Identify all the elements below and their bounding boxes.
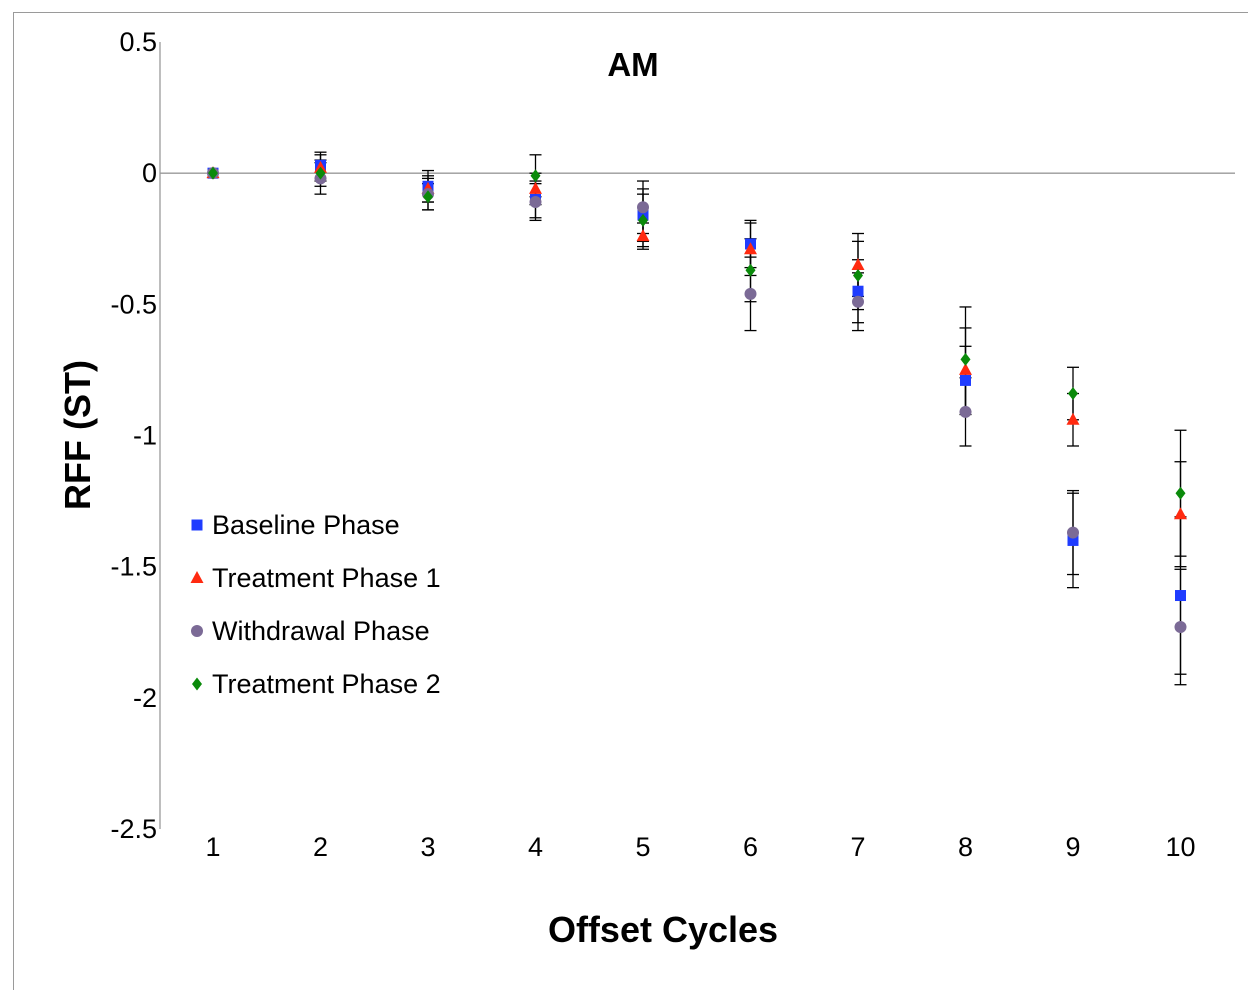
data-point-treatment-phase-1 (636, 229, 650, 242)
y-tick-label: -2 (133, 683, 157, 713)
data-point-treatment-phase-1 (1174, 507, 1187, 520)
data-point-treatment-phase-1 (959, 362, 972, 375)
data-point-baseline-phase (960, 374, 971, 386)
errorbar-layer (314, 151, 1187, 686)
data-point-withdrawal-phase (637, 201, 649, 214)
chart-frame (13, 12, 1248, 990)
y-tick-label: -0.5 (110, 289, 157, 319)
x-tick-label: 10 (1165, 832, 1195, 862)
chart-title: AM (607, 46, 658, 83)
data-point-withdrawal-phase (1067, 526, 1079, 539)
x-tick-label: 6 (743, 832, 758, 862)
y-axis-label: RFF (ST) (57, 360, 98, 510)
legend: Baseline Phase Treatment Phase 1 Withdrawa… (190, 510, 441, 699)
legend-marker-treatment-phase-2 (192, 677, 202, 691)
ticks-layer: 0.5 0 -0.5 -1 -1.5 -2 -2.5 1 2 3 4 5 6 7 8 9 10 (110, 27, 1195, 862)
data-point-withdrawal-phase (852, 295, 864, 308)
legend-marker-withdrawal-phase (191, 625, 203, 637)
x-axis-label: Offset Cycles (548, 909, 778, 950)
x-tick-label: 1 (205, 832, 220, 862)
data-point-treatment-phase-2 (208, 166, 218, 180)
legend-label-withdrawal-phase: Withdrawal Phase (212, 616, 430, 646)
data-point-treatment-phase-2 (530, 169, 541, 183)
y-tick-label: -1 (133, 421, 157, 451)
x-tick-label: 8 (958, 832, 973, 862)
x-tick-label: 2 (313, 832, 328, 862)
x-tick-label: 4 (528, 832, 543, 862)
marker-layer (206, 159, 1187, 634)
data-point-treatment-phase-2 (1175, 486, 1186, 500)
y-tick-label: -2.5 (110, 814, 157, 844)
data-point-treatment-phase-2 (745, 263, 756, 277)
data-point-treatment-phase-1 (851, 257, 865, 270)
data-point-treatment-phase-2 (638, 213, 648, 227)
x-tick-label: 9 (1065, 832, 1080, 862)
data-point-treatment-phase-1 (529, 181, 542, 194)
data-point-treatment-phase-2 (1068, 387, 1078, 401)
axes-layer (159, 42, 1235, 829)
legend-label-treatment-phase-1: Treatment Phase 1 (212, 563, 441, 593)
y-tick-label: -1.5 (110, 552, 157, 582)
legend-label-baseline-phase: Baseline Phase (212, 510, 400, 540)
data-point-baseline-phase (852, 285, 864, 297)
y-tick-label: 0.5 (119, 27, 157, 57)
legend-marker-treatment-phase-1 (190, 571, 204, 583)
data-point-treatment-phase-2 (315, 166, 326, 180)
data-point-treatment-phase-2 (853, 268, 863, 282)
data-point-baseline-phase (1175, 590, 1186, 602)
data-point-treatment-phase-1 (1066, 412, 1080, 425)
legend-marker-baseline-phase (191, 519, 203, 531)
data-point-treatment-phase-2 (423, 190, 433, 204)
legend-label-treatment-phase-2: Treatment Phase 2 (212, 669, 441, 699)
data-point-treatment-phase-1 (744, 242, 757, 255)
x-tick-label: 7 (850, 832, 865, 862)
data-point-baseline-phase (1067, 534, 1079, 546)
x-tick-label: 5 (635, 832, 650, 862)
x-tick-label: 3 (420, 832, 435, 862)
data-point-withdrawal-phase (959, 405, 972, 418)
data-point-withdrawal-phase (1174, 621, 1187, 634)
data-point-treatment-phase-2 (960, 352, 971, 366)
y-tick-label: 0 (142, 158, 157, 188)
data-point-withdrawal-phase (529, 196, 542, 209)
data-point-withdrawal-phase (744, 287, 757, 300)
